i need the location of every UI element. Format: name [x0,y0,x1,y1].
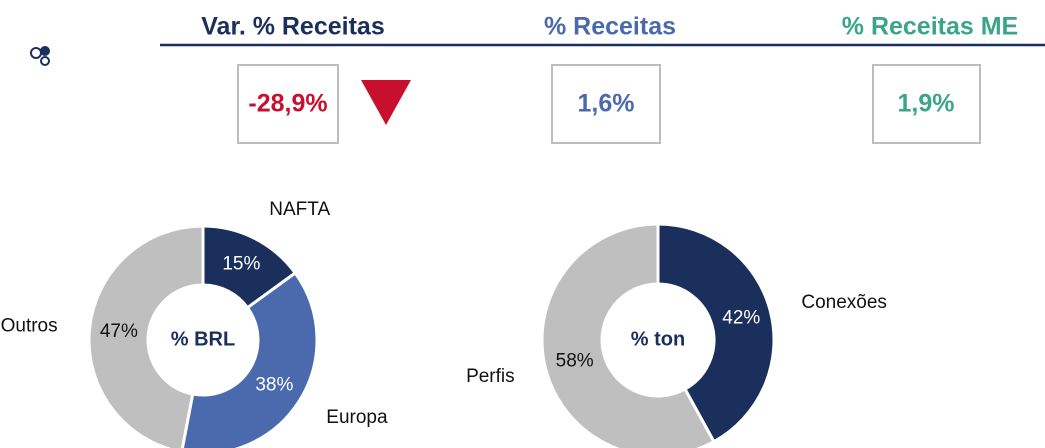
kpi-title: Var. % Receitas [201,13,384,41]
kpi-title: % Receitas [544,13,676,41]
slice-label: NAFTA [269,199,330,220]
slice-value-label: 15% [222,254,260,275]
kpi-title: % Receitas ME [842,13,1018,41]
slice-label: Perfis [466,366,515,387]
down-arrow [361,80,411,125]
kpi-value: 1,6% [578,90,635,118]
kpi-box [872,64,981,144]
slice-value-label: 58% [556,350,594,371]
donut-slice [87,224,205,448]
slice-value-label: 42% [722,308,760,329]
icon [30,46,50,66]
donut-slice [540,222,716,448]
slice-label: Conexões [801,292,887,313]
slice-value-label: 38% [255,374,293,395]
kpi-box [237,64,339,144]
slice-value-label: 47% [100,321,138,342]
donut-slice [180,270,319,448]
center-label: % ton [631,328,685,350]
slice-label: Outros [1,315,58,336]
slice-label: Europa [326,407,388,428]
kpi-box [551,64,661,144]
center-label: % BRL [171,328,235,350]
kpi-value: -28,9% [248,90,327,118]
donut-slice [656,222,776,444]
kpi-value: 1,9% [898,90,955,118]
